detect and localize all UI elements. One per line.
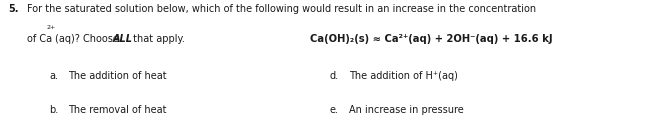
Text: For the saturated solution below, which of the following would result in an incr: For the saturated solution below, which … xyxy=(27,4,537,14)
Text: Ca(OH)₂(s) ≈ Ca²⁺(aq) + 2OH⁻(aq) + 16.6 kJ: Ca(OH)₂(s) ≈ Ca²⁺(aq) + 2OH⁻(aq) + 16.6 … xyxy=(310,34,552,44)
Text: 5.: 5. xyxy=(8,4,18,14)
Text: a.: a. xyxy=(49,71,58,81)
Text: of Ca: of Ca xyxy=(27,34,53,44)
Text: The addition of heat: The addition of heat xyxy=(68,71,167,81)
Text: d.: d. xyxy=(329,71,338,81)
Text: The addition of H⁺(aq): The addition of H⁺(aq) xyxy=(349,71,458,81)
Text: that apply.: that apply. xyxy=(130,34,185,44)
Text: ALL: ALL xyxy=(112,34,132,44)
Text: b.: b. xyxy=(49,105,58,115)
Text: (aq)? Choose: (aq)? Choose xyxy=(55,34,122,44)
Text: The removal of heat: The removal of heat xyxy=(68,105,167,115)
Text: An increase in pressure: An increase in pressure xyxy=(349,105,464,115)
Text: 2+: 2+ xyxy=(47,25,56,30)
Text: e.: e. xyxy=(329,105,338,115)
